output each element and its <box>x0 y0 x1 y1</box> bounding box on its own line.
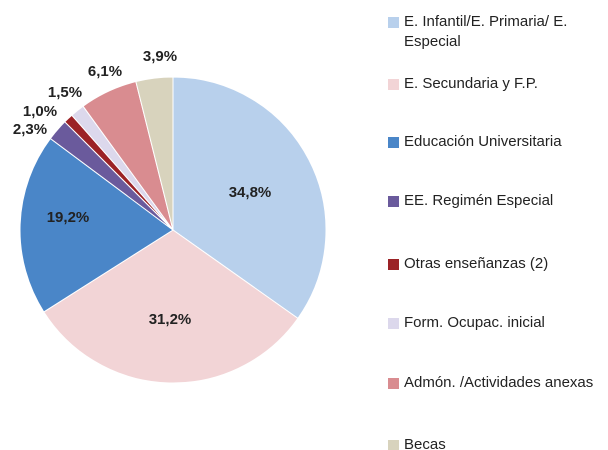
data-label: 6,1% <box>88 63 122 80</box>
pie-slice <box>43 229 299 384</box>
legend-swatch <box>388 318 399 329</box>
data-label: 19,2% <box>47 209 90 226</box>
pie-slice <box>172 76 327 320</box>
data-label: 34,8% <box>229 184 272 201</box>
legend-item: Educación Universitaria <box>388 132 603 152</box>
data-label: 3,9% <box>143 48 177 65</box>
data-label: 1,5% <box>48 84 82 101</box>
data-label: 2,3% <box>13 121 47 138</box>
data-label: 31,2% <box>149 311 192 328</box>
legend-item: E. Secundaria y F.P. <box>388 74 603 94</box>
pie: 34,8% 31,2% 19,2% 2,3%1,0% 1,5% 6,1% 3,9% <box>13 48 327 384</box>
legend-swatch <box>388 378 399 389</box>
legend-swatch <box>388 259 399 270</box>
legend-item: Admón. /Actividades anexas <box>388 373 603 393</box>
legend: E. Infantil/E. Primaria/ E. Especial E. S… <box>388 0 608 450</box>
legend-swatch <box>388 17 399 28</box>
legend-swatch <box>388 196 399 207</box>
legend-swatch <box>388 440 399 450</box>
legend-item: EE. Regimén Especial <box>388 191 603 211</box>
legend-label: Admón. /Actividades anexas <box>404 374 594 391</box>
legend-label: Becas <box>404 436 446 450</box>
legend-label: Form. Ocupac. inicial <box>404 314 545 331</box>
pie-slice <box>19 137 174 313</box>
data-label: 1,0% <box>23 103 57 120</box>
legend-label: E. Infantil/E. Primaria/ E. Especial <box>404 13 568 50</box>
pie-slice <box>135 76 174 231</box>
legend-swatch <box>388 137 399 148</box>
legend-item: Otras enseñanzas (2) <box>388 254 603 274</box>
legend-label: E. Secundaria y F.P. <box>404 75 538 92</box>
legend-label: EE. Regimén Especial <box>404 192 554 209</box>
legend-item: Becas <box>388 435 603 450</box>
legend-label: Educación Universitaria <box>404 133 562 150</box>
legend-swatch <box>388 79 399 90</box>
legend-label: Otras enseñanzas (2) <box>404 255 549 272</box>
legend-item: E. Infantil/E. Primaria/ E. Especial <box>388 12 603 52</box>
legend-item: Form. Ocupac. inicial <box>388 313 603 333</box>
